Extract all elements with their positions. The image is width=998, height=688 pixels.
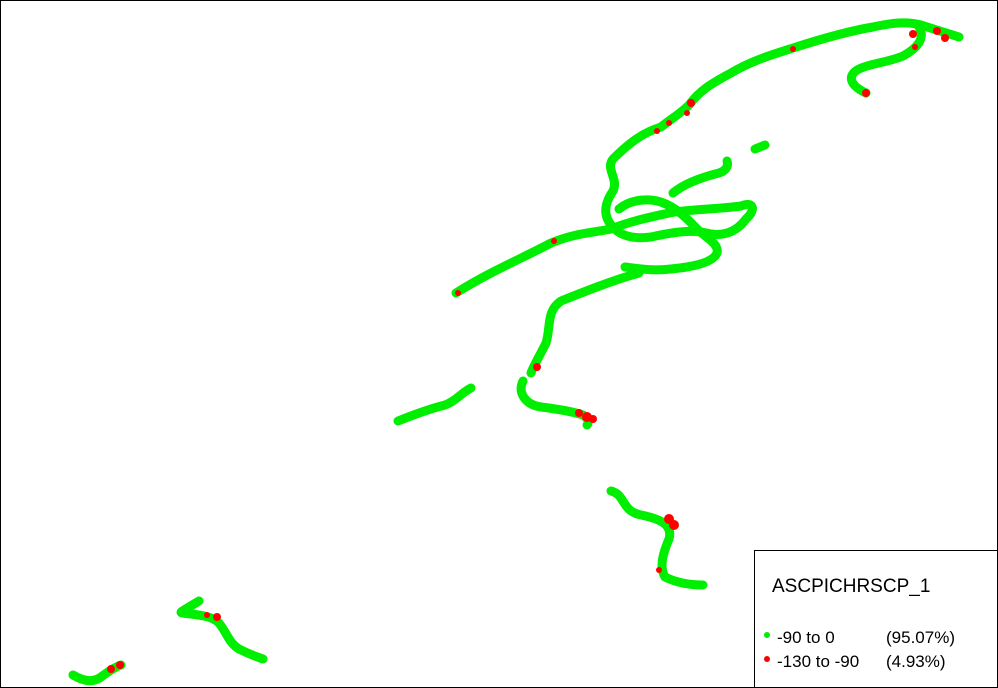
route-corner-segment (68, 660, 126, 686)
weak-signal-point (687, 99, 695, 107)
legend-item-weak: -130 to -90 (4.93%) (755, 652, 997, 674)
weak-signal-point (909, 30, 917, 38)
weak-signal-point (933, 27, 941, 35)
weak-signal-point (575, 409, 583, 417)
route-southwest-segment (176, 596, 268, 664)
weak-signal-point (107, 665, 115, 673)
legend-title: ASCPICHRSCP_1 (772, 576, 931, 597)
weak-signal-point (666, 120, 672, 126)
legend-item-percent: (95.07%) (886, 628, 955, 647)
weak-signal-point (656, 567, 662, 573)
legend-item-percent: (4.93%) (886, 652, 946, 671)
red-dot-icon (764, 656, 770, 662)
weak-signal-point (204, 612, 210, 618)
map-legend: ASCPICHRSCP_1 -90 to 0 (95.07%) -130 to … (754, 550, 997, 687)
route-central-spur (668, 156, 732, 198)
weak-signal-point (654, 128, 660, 134)
weak-signal-point (790, 46, 796, 52)
weak-signal-point (533, 363, 541, 371)
weak-signal-point (684, 110, 690, 116)
green-dot-icon (764, 632, 770, 638)
measurement-routes (68, 18, 964, 686)
route-central-south (526, 268, 644, 378)
legend-item-range: -90 to 0 (777, 628, 835, 647)
weak-signal-point (669, 520, 679, 530)
route-central-loop (614, 195, 722, 275)
legend-item-range: -130 to -90 (777, 652, 860, 671)
route-main-trunk (451, 18, 964, 298)
weak-signal-point (455, 290, 461, 296)
weak-signal-point (941, 34, 949, 42)
weak-signal-point (551, 238, 557, 244)
weak-signal-point (912, 44, 918, 50)
weak-signal-points (107, 27, 949, 673)
route-west-segment (393, 383, 476, 426)
weak-signal-point (589, 415, 597, 423)
route-south-branch (516, 376, 593, 430)
weak-signal-point (116, 661, 124, 669)
route-southeast-segment (606, 486, 708, 590)
route-northeast-hook (846, 22, 926, 98)
weak-signal-point (862, 89, 870, 97)
legend-item-good: -90 to 0 (95.07%) (755, 628, 997, 650)
weak-signal-point (213, 613, 221, 621)
route-isolated-dash (750, 140, 770, 154)
